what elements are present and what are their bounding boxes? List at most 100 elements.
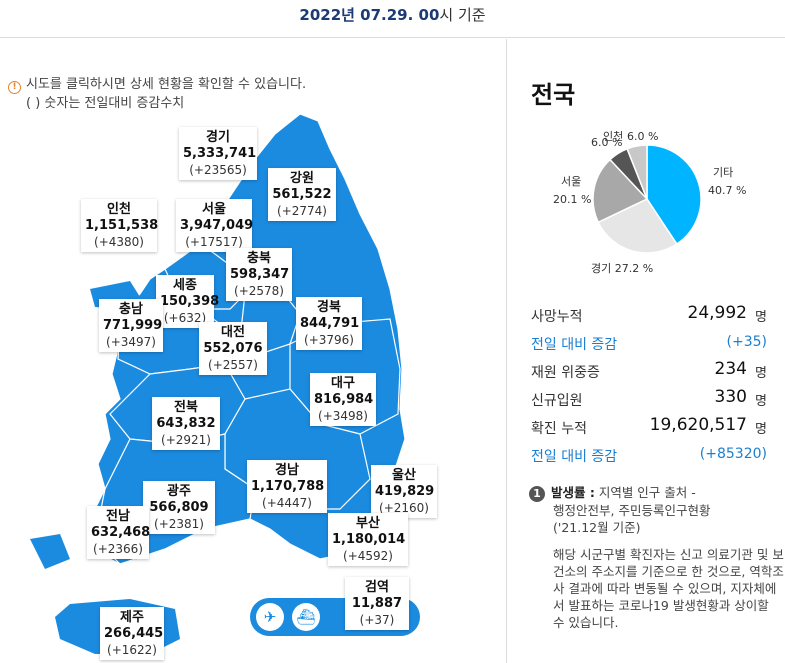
region-gyeonggi[interactable]: 경기 5,333,741 (+23565) <box>179 127 257 180</box>
region-ulsan[interactable]: 울산 419,829 (+2160) <box>371 465 437 518</box>
region-name: 경남 <box>275 463 299 478</box>
region-count: 816,984 <box>314 392 374 407</box>
summary-panel: 전국 기타 40.7 % 경기 27.2 % 서울 20.1 % 6.0 % 인… <box>506 39 785 663</box>
stat-label: 재원 위중증 <box>531 365 600 381</box>
map-island-2 <box>30 534 70 569</box>
region-daejeon[interactable]: 대전 552,076 (+2557) <box>199 322 267 375</box>
region-count: 632,468 <box>91 525 151 540</box>
pie-label-seoul: 서울 <box>561 175 581 188</box>
stat-confirmed-delta: 전일 대비 증감 (+85320) <box>531 441 767 469</box>
pie-slice-4 <box>626 144 648 200</box>
region-name: 울산 <box>392 468 416 483</box>
panel-title: 전국 <box>531 81 576 109</box>
stat-value: 19,620,517 <box>649 415 747 435</box>
region-name: 강원 <box>290 171 314 186</box>
region-count: 3,947,049 <box>180 218 254 233</box>
region-count: 266,445 <box>104 626 164 641</box>
region-count: 566,809 <box>149 500 209 515</box>
region-delta: (+632) <box>163 311 207 325</box>
region-count: 643,832 <box>156 416 216 431</box>
region-jeju[interactable]: 제주 266,445 (+1622) <box>100 607 164 660</box>
pie-label-gyeonggi: 경기 27.2 % <box>591 262 653 275</box>
region-gwangju[interactable]: 광주 566,809 (+2381) <box>143 481 215 534</box>
region-count: 150,398 <box>160 294 220 309</box>
stat-label: 확진 누적 <box>531 421 587 437</box>
region-delta: (+2557) <box>208 358 258 372</box>
region-count: 5,333,741 <box>183 146 257 161</box>
region-name: 경북 <box>317 300 341 315</box>
pie-label-seoul-pct: 20.1 % <box>553 193 591 206</box>
stat-value: (+35) <box>726 334 767 350</box>
region-count: 552,076 <box>203 341 263 356</box>
stat-unit: 명 <box>755 310 767 325</box>
region-name: 인천 <box>107 202 131 217</box>
region-count: 1,170,788 <box>251 479 325 494</box>
region-count: 561,522 <box>272 187 332 202</box>
note-line1: 지역별 인구 출처 - <box>594 485 696 500</box>
region-delta: (+17517) <box>185 235 243 249</box>
ship-icon[interactable]: ⛴ <box>292 603 320 631</box>
stat-value: (+85320) <box>699 446 767 462</box>
region-name: 세종 <box>173 278 197 293</box>
stat-value: 234 <box>714 359 747 379</box>
region-delta: (+4592) <box>343 549 393 563</box>
region-delta: (+1622) <box>107 643 157 657</box>
incidence-note: 1 발생률 : 지역별 인구 출처 - 행정안전부, 주민등록인구현황 ('21.… <box>529 484 784 631</box>
stat-label: 신규입원 <box>531 393 583 409</box>
region-delta: (+2160) <box>379 501 429 515</box>
stat-unit: 명 <box>755 394 767 409</box>
stat-value: 330 <box>714 387 747 407</box>
region-delta: (+2366) <box>93 542 143 556</box>
note-paragraph: 해당 시군구별 확진자는 신고 의료기관 및 보건소의 주소지를 기준으로 한 … <box>553 547 784 630</box>
region-sejong[interactable]: 세종 150,398 (+632) <box>156 275 220 328</box>
stat-value: 24,992 <box>687 303 747 323</box>
pie-label-etc: 기타 <box>713 166 733 179</box>
region-count: 11,887 <box>351 596 403 611</box>
region-count: 598,347 <box>230 267 290 282</box>
region-gyeongnam[interactable]: 경남 1,170,788 (+4447) <box>247 460 327 513</box>
region-incheon[interactable]: 인천 1,151,538 (+4380) <box>81 199 158 252</box>
region-delta: (+3497) <box>106 335 156 349</box>
stat-label: 사망누적 <box>531 309 583 325</box>
region-daegu[interactable]: 대구 816,984 (+3498) <box>310 373 376 426</box>
region-name: 부산 <box>356 516 380 531</box>
info-icon: ! <box>8 81 21 94</box>
region-seoul[interactable]: 서울 3,947,049 (+17517) <box>176 199 254 252</box>
stat-unit: 명 <box>755 422 767 437</box>
region-gyeongbuk[interactable]: 경북 844,791 (+3796) <box>296 297 362 350</box>
notice-subtext: ( ) 숫자는 전일대비 증감수치 <box>26 96 185 111</box>
reference-date-suffix: 시 기준 <box>439 6 486 24</box>
region-chungnam[interactable]: 충남 771,999 (+3497) <box>99 299 163 352</box>
region-count: 844,791 <box>300 316 360 331</box>
airplane-icon[interactable]: ✈ <box>256 603 284 631</box>
region-chungbuk[interactable]: 충북 598,347 (+2578) <box>226 248 292 301</box>
pie-slice-2 <box>592 158 649 224</box>
map-notice: ! 시도를 클릭하시면 상세 현황을 확인할 수 있습니다. ( ) 숫자는 전일… <box>8 75 306 113</box>
region-delta: (+2921) <box>161 433 211 447</box>
pie-label-small1: 6.0 % <box>591 136 622 149</box>
header-bar: 2022년 07.29. 00시 기준 <box>0 0 785 38</box>
stat-label: 전일 대비 증감 <box>531 449 618 465</box>
region-count: 419,829 <box>375 484 435 499</box>
region-jeonnam[interactable]: 전남 632,468 (+2366) <box>87 506 151 559</box>
region-delta: (+3796) <box>304 333 354 347</box>
stat-label: 전일 대비 증감 <box>531 337 618 353</box>
region-delta: (+37) <box>359 613 395 627</box>
region-quarantine[interactable]: 검역 11,887 (+37) <box>345 577 409 630</box>
stats-list: 사망누적 24,992 명 전일 대비 증감 (+35) 재원 위중증 234 … <box>531 301 767 469</box>
stat-critical: 재원 위중증 234 명 <box>531 357 767 385</box>
region-name: 검역 <box>365 580 389 595</box>
note-number-badge: 1 <box>529 486 545 502</box>
region-name: 경기 <box>206 130 230 145</box>
region-gangwon[interactable]: 강원 561,522 (+2774) <box>268 168 336 221</box>
region-jeonbuk[interactable]: 전북 643,832 (+2921) <box>152 397 220 450</box>
region-name: 제주 <box>120 610 144 625</box>
pie-label-etc-pct: 40.7 % <box>708 184 746 197</box>
region-name: 충남 <box>119 302 143 317</box>
region-name: 대구 <box>331 376 355 391</box>
region-busan[interactable]: 부산 1,180,014 (+4592) <box>328 513 408 566</box>
pie-label-small2: 6.0 % <box>627 130 658 143</box>
note-line3: ('21.12월 기준) <box>553 520 641 535</box>
region-delta: (+2774) <box>277 204 327 218</box>
pie-slice-1 <box>597 198 678 254</box>
